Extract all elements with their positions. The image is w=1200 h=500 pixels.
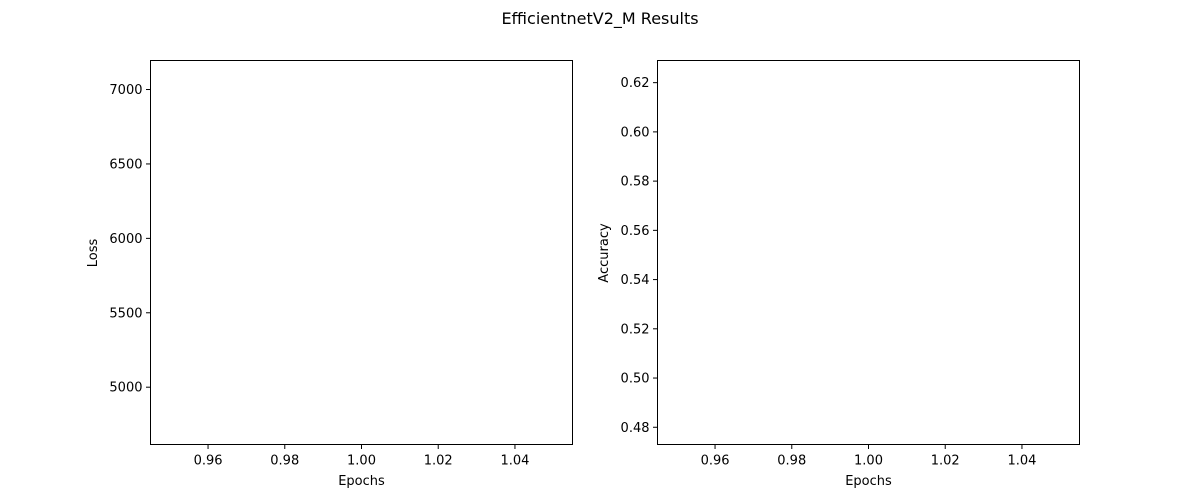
loss-panel: 0.96 0.98 1.00 1.02 1.04 5000 5500 6000 6500 7000… (86, 60, 573, 489)
loss-x-tick-label: 1.02 (424, 454, 453, 469)
loss-axes-frame (150, 60, 573, 445)
accuracy-x-tick-label: 1.04 (1007, 454, 1036, 469)
loss-ticks: 0.96 0.98 1.00 1.02 1.04 5000 5500 6000 6500 7000 (109, 83, 529, 468)
loss-y-tick-label: 6500 (109, 157, 142, 172)
accuracy-x-tick-label: 1.02 (931, 454, 960, 469)
accuracy-y-tick-label: 0.56 (621, 224, 650, 239)
accuracy-y-tick-label: 0.52 (621, 322, 650, 337)
accuracy-y-tick-label: 0.62 (621, 76, 650, 91)
loss-y-tick-label: 5000 (109, 381, 142, 396)
accuracy-x-tick-label: 0.98 (777, 454, 806, 469)
loss-y-tick-label: 5500 (109, 306, 142, 321)
accuracy-y-tick-label: 0.58 (621, 175, 650, 190)
loss-x-tick-label: 0.98 (270, 454, 299, 469)
loss-x-axis-label: Epochs (338, 474, 385, 489)
loss-y-tick-label: 7000 (109, 83, 142, 98)
accuracy-y-axis-label: Accuracy (597, 223, 612, 283)
accuracy-y-tick-label: 0.60 (621, 125, 650, 140)
accuracy-y-tick-label: 0.48 (621, 421, 650, 436)
loss-x-tick-label: 1.04 (500, 454, 529, 469)
accuracy-axes-frame (657, 60, 1080, 445)
figure-title: EfficientnetV2_M Results (501, 9, 698, 29)
accuracy-ticks: 0.96 0.98 1.00 1.02 1.04 0.48 0.50 0.52 0.54 0.56… (621, 76, 1037, 468)
accuracy-x-tick-label: 1.00 (854, 454, 883, 469)
accuracy-panel: 0.96 0.98 1.00 1.02 1.04 0.48 0.50 0.52 0.54 0.56… (597, 60, 1080, 489)
loss-x-tick-label: 0.96 (194, 454, 223, 469)
accuracy-y-tick-label: 0.54 (621, 273, 650, 288)
accuracy-x-axis-label: Epochs (845, 474, 892, 489)
loss-y-tick-label: 6000 (109, 232, 142, 247)
accuracy-y-tick-label: 0.50 (621, 372, 650, 387)
accuracy-x-tick-label: 0.96 (701, 454, 730, 469)
loss-y-axis-label: Loss (86, 239, 101, 268)
loss-x-tick-label: 1.00 (347, 454, 376, 469)
